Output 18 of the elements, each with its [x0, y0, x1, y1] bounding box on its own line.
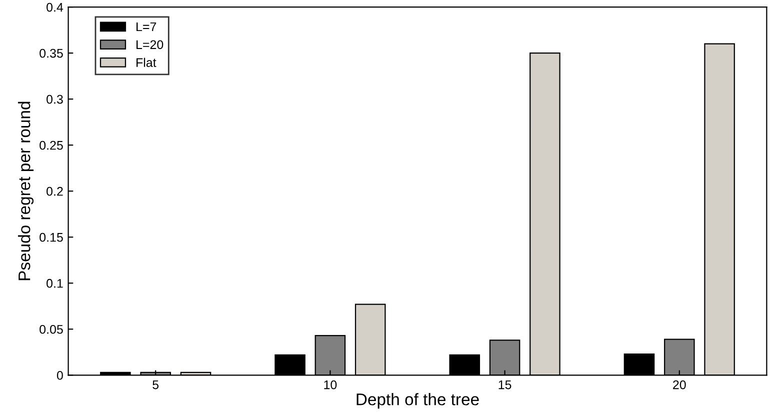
x-tick-label: 20	[673, 380, 686, 390]
legend-label: L=20	[136, 40, 164, 50]
x-tick-label: 10	[324, 380, 337, 390]
y-tick-label: 0.4	[46, 2, 64, 12]
x-tick-label: 15	[498, 380, 512, 390]
legend-label: L=7	[136, 22, 156, 32]
y-tick-label: 0.2	[46, 186, 63, 196]
y-tick-label: 0.35	[40, 48, 63, 58]
legend-label: Flat	[136, 58, 156, 67]
x-tick-label: 5	[152, 380, 159, 390]
y-tick-label: 0.1	[46, 278, 63, 288]
x-axis-title: Depth of the tree	[356, 393, 479, 409]
y-tick-label: 0.05	[40, 324, 63, 334]
y-tick-label: 0.15	[40, 232, 63, 242]
y-tick-label: 0	[56, 370, 63, 380]
y-tick-label: 0.25	[40, 140, 63, 150]
y-tick-label: 0.3	[46, 94, 63, 104]
y-axis-title: Pseudo regret per round	[18, 102, 34, 280]
